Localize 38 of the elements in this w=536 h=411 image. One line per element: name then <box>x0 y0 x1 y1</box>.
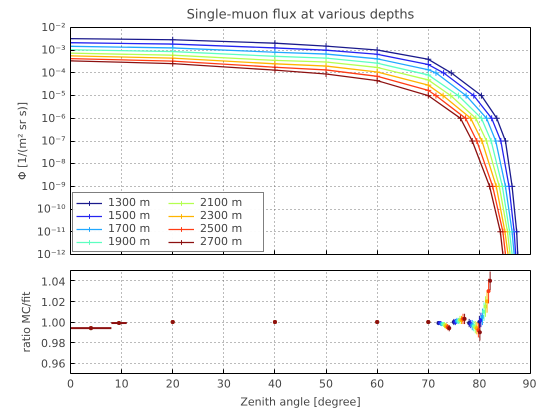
legend-label: 2100 m <box>200 196 244 209</box>
x-tick-label: 20 <box>166 378 180 390</box>
legend-label: 2500 m <box>200 222 244 235</box>
x-tick-label: 10 <box>114 378 129 390</box>
y-tick-label: 10⁻¹⁰ <box>36 202 66 216</box>
y-tick-label: 10⁻⁴ <box>41 66 66 80</box>
legend-label: 1500 m <box>108 209 152 222</box>
y-axis-title: ratio MC/fit <box>20 290 34 352</box>
legend-label: 1300 m <box>108 196 152 209</box>
x-tick-label: 0 <box>67 378 74 390</box>
legend-label: 1900 m <box>108 235 152 248</box>
y-tick-label: 10⁻⁷ <box>41 134 66 148</box>
x-tick-label: 40 <box>268 378 282 390</box>
x-tick-label: 30 <box>216 378 231 390</box>
y-tick-label: 10⁻¹¹ <box>36 225 66 238</box>
y-tick-label: 0.96 <box>41 358 66 371</box>
x-tick-label: 80 <box>472 378 486 390</box>
chart-title: Single-muon flux at various depths <box>186 8 415 22</box>
legend-label: 2300 m <box>200 209 244 222</box>
y-tick-label: 10⁻⁹ <box>41 180 66 193</box>
y-tick-label: 10⁻¹² <box>36 248 66 261</box>
x-tick-label: 90 <box>522 378 536 390</box>
y-tick-label: 0.98 <box>41 337 66 350</box>
y-tick-label: 10⁻⁶ <box>41 112 66 125</box>
x-tick-label: 70 <box>421 378 436 390</box>
y-axis-title: Φ [1/(m² sr s)] <box>16 102 29 180</box>
x-tick-label: 60 <box>370 378 384 390</box>
y-tick-label: 1.02 <box>41 296 66 309</box>
legend-label: 1700 m <box>108 222 152 235</box>
x-axis-title: Zenith angle [degree] <box>240 396 361 408</box>
y-tick-label: 10⁻² <box>41 21 66 34</box>
y-tick-label: 10⁻⁵ <box>41 89 66 102</box>
y-tick-label: 1.00 <box>41 316 66 330</box>
legend-label: 2700 m <box>200 235 244 248</box>
y-tick-label: 1.04 <box>41 275 66 288</box>
y-tick-label: 10⁻³ <box>41 44 66 57</box>
y-tick-label: 10⁻⁸ <box>41 157 66 170</box>
x-tick-label: 50 <box>319 378 334 390</box>
